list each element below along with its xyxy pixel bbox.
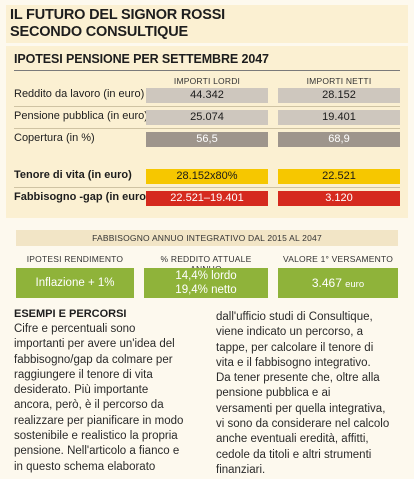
article-line: versamenti per quella integrativa, bbox=[216, 402, 386, 415]
column-header-netti: IMPORTI NETTI bbox=[306, 76, 372, 86]
cell-pensione-netto: 19.401 bbox=[278, 110, 400, 125]
cell-reddito-percent: 14,4% lordo 19,4% netto bbox=[144, 268, 268, 298]
title-line-1: IL FUTURO DEL SIGNOR ROSSI bbox=[10, 7, 226, 23]
article-line: pensione pubblica e ai bbox=[216, 387, 331, 400]
article-column-right: dall'ufficio studi di Consultique, viene… bbox=[216, 310, 408, 478]
row-label-tenore: Tenore di vita (in euro) bbox=[14, 169, 132, 181]
cell-tenore-lordo: 28.152x80% bbox=[146, 169, 268, 184]
cell-copertura-netto: 68,9 bbox=[278, 132, 400, 147]
article-line: tappe, per calcolare il tenore di bbox=[216, 341, 374, 354]
table-subtitle: IPOTESI PENSIONE PER SETTEMBRE 2047 bbox=[14, 52, 269, 66]
article-line: ancora, però, è il percorso da bbox=[14, 399, 164, 412]
article-line: raggiungere il tenore di vita bbox=[14, 368, 153, 381]
article-line: vita e il fabbisogno integrativo. bbox=[216, 356, 371, 369]
article-line: cedole da titoli e altri strumenti bbox=[216, 448, 372, 461]
article-line: sostenibile e realistico la propria bbox=[14, 430, 178, 443]
column-header-rendimento: IPOTESI RENDIMENTO bbox=[26, 254, 124, 264]
row-label-reddito: Reddito da lavoro (in euro) bbox=[14, 88, 145, 100]
row-divider bbox=[14, 106, 400, 107]
percent-netto: 19,4% netto bbox=[175, 284, 237, 296]
row-divider bbox=[14, 128, 400, 129]
percent-lordo: 14,4% lordo bbox=[175, 270, 237, 282]
row-label-pensione: Pensione pubblica (in euro) bbox=[14, 110, 148, 122]
article-line: in questo schema elaborato bbox=[14, 460, 156, 473]
cell-inflazione: Inflazione + 1% bbox=[16, 268, 134, 298]
cell-versamento: 3.467 euro bbox=[278, 268, 398, 298]
cell-reddito-lordo: 44.342 bbox=[146, 88, 268, 103]
title-line-2: SECONDO CONSULTIQUE bbox=[10, 24, 188, 40]
versamento-unit: euro bbox=[345, 279, 365, 290]
pension-hypothesis-table: IPOTESI PENSIONE PER SETTEMBRE 2047 IMPO… bbox=[6, 46, 408, 218]
versamento-value: 3.467 bbox=[311, 276, 342, 290]
article-line: importanti per avere un'idea del bbox=[14, 338, 175, 351]
article-column-left: Cifre e percentuali sono importanti per … bbox=[14, 322, 210, 475]
article-line: dall'ufficio studi di Consultique, bbox=[216, 311, 373, 323]
examples-article: ESEMPI E PERCORSI Cifre e percentuali so… bbox=[6, 308, 408, 477]
title-block: IL FUTURO DEL SIGNOR ROSSI SECONDO CONSU… bbox=[6, 5, 408, 43]
cell-tenore-netto: 22.521 bbox=[278, 169, 400, 184]
row-label-copertura: Copertura (in %) bbox=[14, 132, 95, 144]
row-divider bbox=[14, 187, 400, 188]
integrative-need-header: FABBISOGNO ANNUO INTEGRATIVO DAL 2015 AL… bbox=[16, 230, 398, 246]
article-line: fabbisogno/gap da colmare per bbox=[14, 353, 173, 366]
article-line: Da tener presente che, oltre alla bbox=[216, 372, 380, 385]
cell-copertura-lordo: 56,5 bbox=[146, 132, 268, 147]
article-line: pensione. Nell'articolo a fianco e bbox=[14, 445, 180, 458]
cell-reddito-netto: 28.152 bbox=[278, 88, 400, 103]
article-line: finanziari. bbox=[216, 463, 266, 476]
article-line: Cifre e percentuali sono bbox=[14, 323, 136, 335]
examples-title: ESEMPI E PERCORSI bbox=[14, 308, 127, 320]
integrative-need-table: FABBISOGNO ANNUO INTEGRATIVO DAL 2015 AL… bbox=[6, 224, 408, 302]
header-divider bbox=[14, 70, 400, 71]
column-header-lordi: IMPORTI LORDI bbox=[173, 76, 241, 86]
cell-fabbisogno-lordo: 22.521–19.401 bbox=[146, 191, 268, 206]
column-header-versamento: VALORE 1° VERSAMENTO bbox=[282, 254, 394, 264]
cell-pensione-lordo: 25.074 bbox=[146, 110, 268, 125]
article-line: desiderato. Più importante bbox=[14, 384, 149, 397]
article-line: vi sono da considerare nel calcolo bbox=[216, 418, 390, 431]
article-line: realizzare per pianificare in modo bbox=[14, 414, 184, 427]
article-line: viene indicato un percorso, a bbox=[216, 326, 364, 339]
row-label-fabbisogno: Fabbisogno -gap (in euro) bbox=[14, 191, 150, 203]
article-line: anche eventuali eredità, affitti, bbox=[216, 433, 369, 446]
cell-fabbisogno-netto: 3.120 bbox=[278, 191, 400, 206]
